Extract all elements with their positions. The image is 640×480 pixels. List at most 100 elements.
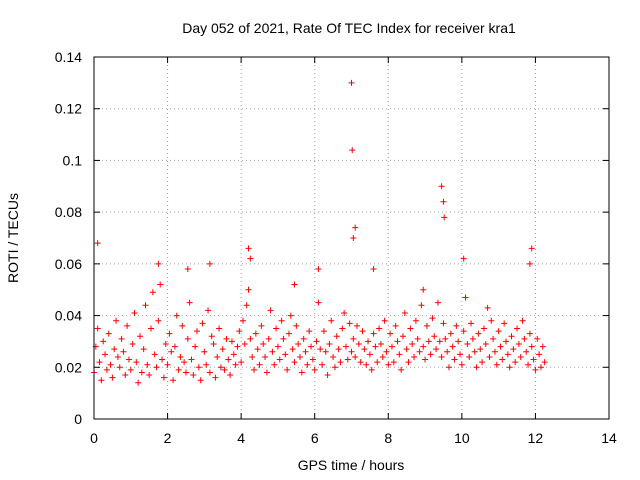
data-point xyxy=(284,366,291,373)
data-point xyxy=(315,266,322,273)
x-tick-label: 0 xyxy=(90,430,98,446)
data-point xyxy=(298,369,305,376)
data-point xyxy=(504,351,511,358)
data-point xyxy=(528,343,535,350)
data-point xyxy=(177,353,184,360)
data-point xyxy=(370,266,377,273)
data-point xyxy=(170,377,177,384)
data-point xyxy=(135,379,142,386)
data-point xyxy=(300,335,307,342)
data-point xyxy=(526,330,533,337)
data-point xyxy=(342,343,349,350)
data-point xyxy=(458,361,465,368)
data-point xyxy=(320,328,327,335)
plot-frame xyxy=(93,56,610,420)
data-point xyxy=(381,317,388,324)
data-point xyxy=(469,335,476,342)
data-point xyxy=(113,317,120,324)
data-point xyxy=(216,325,223,332)
data-point xyxy=(366,351,373,358)
data-point xyxy=(265,335,272,342)
data-point xyxy=(341,309,348,316)
data-point xyxy=(350,235,357,241)
data-point xyxy=(499,356,506,363)
data-point xyxy=(331,364,338,371)
data-point xyxy=(464,341,471,348)
data-point xyxy=(429,315,436,322)
y-tick-label: 0 xyxy=(74,411,82,427)
data-point xyxy=(302,348,309,355)
data-point xyxy=(249,353,256,360)
data-point xyxy=(239,317,246,324)
data-point xyxy=(186,299,193,306)
data-point xyxy=(179,322,186,329)
data-point xyxy=(484,304,491,311)
data-point xyxy=(453,322,460,329)
data-point xyxy=(133,359,140,366)
x-tick-label: 10 xyxy=(454,430,470,446)
data-point xyxy=(206,260,213,267)
data-point xyxy=(96,359,103,366)
data-point xyxy=(508,333,515,340)
data-point xyxy=(495,328,502,335)
data-point xyxy=(291,281,298,288)
data-point xyxy=(503,338,509,345)
data-point xyxy=(409,341,416,348)
data-point xyxy=(171,343,178,350)
y-axis-ticks: 0 0.02 0.04 0.06 0.08 0.1 0.12 0.14 xyxy=(55,49,609,427)
data-point xyxy=(444,348,451,355)
data-point xyxy=(166,330,173,337)
data-point xyxy=(324,372,331,379)
data-point xyxy=(480,325,487,332)
data-point xyxy=(376,325,383,332)
data-point xyxy=(291,359,298,366)
data-point xyxy=(477,346,484,353)
data-point xyxy=(197,377,204,384)
data-point xyxy=(534,335,541,342)
data-point xyxy=(491,348,498,355)
y-tick-label: 0.12 xyxy=(55,101,82,117)
data-point xyxy=(262,353,269,360)
grid-lines xyxy=(94,57,609,419)
data-point xyxy=(537,364,544,371)
data-point xyxy=(462,294,469,301)
data-point xyxy=(418,302,425,309)
data-point xyxy=(521,335,528,342)
data-point xyxy=(313,338,320,345)
data-point xyxy=(434,299,441,306)
data-point xyxy=(392,322,399,329)
data-point xyxy=(146,372,153,379)
data-point xyxy=(414,335,421,342)
data-point xyxy=(337,359,344,366)
data-point xyxy=(120,348,127,355)
data-point xyxy=(525,361,532,368)
data-point xyxy=(394,338,401,345)
data-point xyxy=(493,361,500,368)
data-point xyxy=(441,214,448,221)
data-point xyxy=(354,322,361,329)
data-point xyxy=(203,361,210,368)
data-point xyxy=(293,322,300,329)
data-point xyxy=(234,343,241,350)
data-points xyxy=(91,79,548,386)
chart-title: Day 052 of 2021, Rate Of TEC Index for r… xyxy=(182,20,516,36)
data-point xyxy=(236,328,243,335)
x-tick-label: 6 xyxy=(311,430,319,446)
data-point xyxy=(181,359,188,366)
data-point xyxy=(330,353,337,360)
data-point xyxy=(182,369,189,376)
data-point xyxy=(377,341,384,348)
data-point xyxy=(335,346,342,353)
data-point xyxy=(221,366,228,373)
data-point xyxy=(287,312,294,319)
data-point xyxy=(388,343,395,350)
data-point xyxy=(241,341,248,348)
data-point xyxy=(100,338,107,345)
data-point xyxy=(285,330,292,337)
data-point xyxy=(184,335,191,342)
data-point xyxy=(142,302,149,309)
data-point xyxy=(157,281,164,288)
data-point xyxy=(425,338,432,345)
data-point xyxy=(328,317,335,324)
data-point xyxy=(479,359,486,366)
